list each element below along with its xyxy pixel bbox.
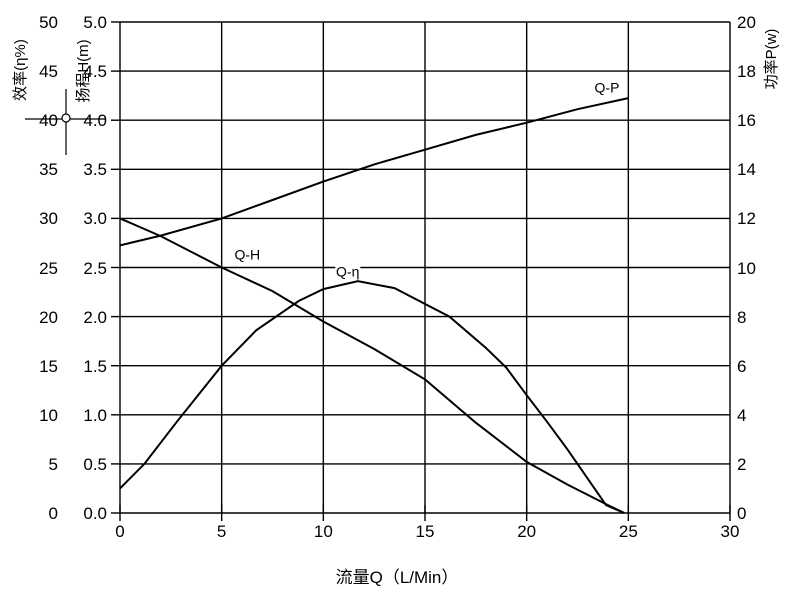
power-tick-label: 14 <box>737 160 756 180</box>
x-tick-label: 30 <box>720 522 740 541</box>
curve-q-h <box>119 217 625 514</box>
x-tick-label: 25 <box>618 522 638 541</box>
curve-label-q-p: Q-P <box>593 79 621 96</box>
power-tick-label: 2 <box>737 454 747 474</box>
head-tick-label: 3.5 <box>83 160 107 180</box>
head-tick-label: 4.0 <box>83 111 107 131</box>
efficiency-tick-label: 50 <box>39 13 58 32</box>
power-tick-label: 8 <box>737 307 747 327</box>
flow-axis-label: 流量Q（L/Min） <box>335 568 459 587</box>
head-tick-label: 5.0 <box>83 13 107 32</box>
curve-label-q-eta: Q-η <box>335 263 361 280</box>
efficiency-tick-label: 20 <box>39 307 58 327</box>
head-tick-label: 4.5 <box>83 62 107 82</box>
power-tick-label: 16 <box>737 111 756 131</box>
curve-q-p <box>119 97 629 247</box>
crosshair-center-dot <box>61 113 71 123</box>
head-tick-label: 2.0 <box>83 307 107 327</box>
power-tick-label: 0 <box>737 504 747 523</box>
efficiency-tick-label: 40 <box>39 111 58 131</box>
efficiency-tick-label: 5 <box>48 454 58 474</box>
power-tick-label: 4 <box>737 405 747 425</box>
power-tick-label: 12 <box>737 209 756 229</box>
curve-q-eta <box>119 280 625 514</box>
head-axis-label: 扬程H(m) <box>75 39 92 103</box>
efficiency-tick-label: 0 <box>48 504 58 523</box>
efficiency-tick-label: 30 <box>39 209 58 229</box>
x-tick-label: 15 <box>415 522 435 541</box>
crosshair-marker <box>25 89 106 155</box>
head-tick-label: 0.0 <box>83 504 107 523</box>
efficiency-tick-label: 45 <box>39 62 58 82</box>
efficiency-axis-label: 效率(η%) <box>12 39 29 101</box>
x-tick-label: 0 <box>115 522 125 541</box>
power-tick-label: 6 <box>737 356 747 376</box>
efficiency-tick-label: 15 <box>39 356 58 376</box>
head-tick-label: 1.5 <box>83 356 107 376</box>
head-tick-label: 3.0 <box>83 209 107 229</box>
head-tick-label: 2.5 <box>83 258 107 278</box>
curve-label-q-h: Q-H <box>233 246 262 263</box>
x-tick-label: 20 <box>517 522 537 541</box>
efficiency-tick-label: 25 <box>39 258 58 278</box>
power-tick-label: 10 <box>737 258 756 278</box>
power-tick-label: 18 <box>737 62 756 82</box>
efficiency-tick-label: 35 <box>39 160 58 180</box>
efficiency-tick-label: 10 <box>39 405 58 425</box>
x-tick-label: 10 <box>313 522 333 541</box>
power-tick-label: 20 <box>737 13 756 32</box>
power-axis-label: 功率P(w) <box>763 28 780 90</box>
x-tick-label: 5 <box>216 522 227 541</box>
head-tick-label: 1.0 <box>83 405 107 425</box>
head-tick-label: 0.5 <box>83 454 107 474</box>
